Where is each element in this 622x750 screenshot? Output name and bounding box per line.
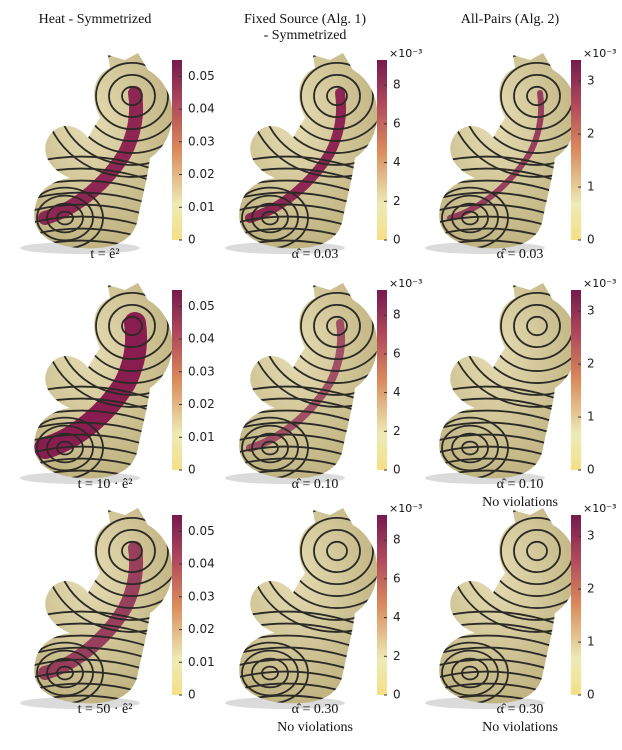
colorbar-tick-label: 0.02: [188, 167, 215, 181]
colorbar-tick-label: 2: [393, 649, 401, 663]
colorbar-tick-label: 6: [393, 346, 401, 360]
colorbar-tick-label: 0.05: [188, 299, 215, 313]
colorbar-tick-label: 1: [587, 180, 595, 194]
panel-caption: t = 10 · ê²: [78, 477, 133, 492]
colorbar-tick-label: 0.03: [188, 589, 215, 603]
colorbar-tick-label: 1: [587, 635, 595, 649]
colorbar: [377, 290, 387, 470]
colorbar-tick-label: 8: [393, 533, 401, 547]
panel-caption: t = 50 · ê²: [78, 702, 133, 717]
colorbar-tick-label: 8: [393, 308, 401, 322]
colorbar-tick-label: 4: [393, 385, 401, 399]
panel-caption: α̂ = 0.10: [497, 477, 544, 492]
figure: Heat - Symmetrized Fixed Source (Alg. 1)-…: [0, 0, 622, 750]
colorbar-multiplier: ×10⁻³: [583, 277, 616, 290]
colorbar: [571, 290, 581, 470]
column-title: Heat - Symmetrized: [39, 12, 152, 27]
colorbar-tick-label: 4: [393, 610, 401, 624]
panel-caption: α̂ = 0.10: [292, 477, 339, 492]
colorbar-tick-label: 0.04: [188, 102, 215, 116]
colorbar-tick-label: 6: [393, 116, 401, 130]
colorbar-tick-label: 0.03: [188, 364, 215, 378]
colorbar-tick-label: 2: [587, 357, 595, 371]
colorbar-tick-label: 0.02: [188, 622, 215, 636]
panel-caption: α̂ = 0.03: [497, 247, 544, 262]
panel-caption: No violations: [277, 720, 353, 735]
colorbar-tick-label: 0.02: [188, 397, 215, 411]
colorbar-tick-label: 6: [393, 571, 401, 585]
panel-caption: α̂ = 0.30: [292, 702, 339, 717]
colorbar-tick-label: 0.01: [188, 655, 215, 669]
colorbar-tick-label: 3: [587, 529, 595, 543]
panel-caption: t = ê²: [90, 247, 119, 262]
colorbar-tick-label: 0.03: [188, 134, 215, 148]
colorbar-tick-label: 0: [587, 688, 595, 702]
colorbar-tick-label: 2: [587, 582, 595, 596]
colorbar-tick-label: 0.05: [188, 69, 215, 83]
colorbar-multiplier: ×10⁻³: [389, 47, 422, 60]
colorbar-tick-label: 0.01: [188, 430, 215, 444]
colorbar: [377, 60, 387, 240]
colorbar-multiplier: ×10⁻³: [583, 502, 616, 515]
panel-caption: α̂ = 0.03: [292, 247, 339, 262]
colorbar-tick-label: 2: [587, 127, 595, 141]
colorbar-tick-label: 3: [587, 304, 595, 318]
colorbar-tick-label: 0: [393, 233, 401, 247]
colorbar-tick-label: 8: [393, 78, 401, 92]
colorbar-tick-label: 0: [393, 688, 401, 702]
colorbar: [377, 515, 387, 695]
panel-caption: α̂ = 0.30: [497, 702, 544, 717]
colorbar: [172, 515, 182, 695]
colorbar-tick-label: 2: [393, 424, 401, 438]
colorbar-tick-label: 0.01: [188, 200, 215, 214]
colorbar-tick-label: 0: [188, 463, 196, 477]
colorbar-tick-label: 0: [188, 688, 196, 702]
colorbar-tick-label: 0.04: [188, 557, 215, 571]
colorbar-tick-label: 0: [587, 233, 595, 247]
column-title: All-Pairs (Alg. 2): [461, 12, 560, 27]
colorbar: [571, 515, 581, 695]
colorbar-tick-label: 2: [393, 194, 401, 208]
colorbar-multiplier: ×10⁻³: [583, 47, 616, 60]
column-title: - Symmetrized: [264, 28, 347, 43]
colorbar-tick-label: 0: [393, 463, 401, 477]
colorbar-tick-label: 4: [393, 155, 401, 169]
colorbar-tick-label: 1: [587, 410, 595, 424]
column-title: Fixed Source (Alg. 1): [244, 12, 366, 27]
colorbar-tick-label: 3: [587, 74, 595, 88]
colorbar-tick-label: 0.04: [188, 332, 215, 346]
colorbar-tick-label: 0.05: [188, 524, 215, 538]
panel-caption: No violations: [482, 720, 558, 735]
colorbar-multiplier: ×10⁻³: [389, 277, 422, 290]
colorbar-tick-label: 0: [188, 233, 196, 247]
colorbar-multiplier: ×10⁻³: [389, 502, 422, 515]
panel-caption: No violations: [482, 495, 558, 510]
colorbar: [172, 290, 182, 470]
colorbar: [571, 60, 581, 240]
colorbar: [172, 60, 182, 240]
colorbar-tick-label: 0: [587, 463, 595, 477]
